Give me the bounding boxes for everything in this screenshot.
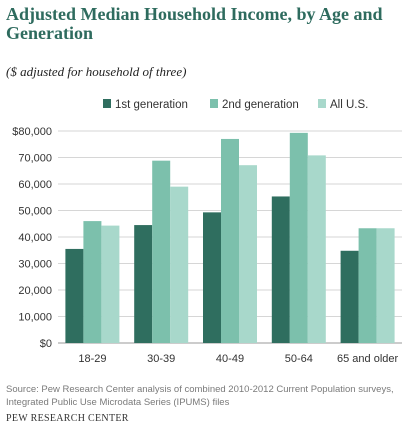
bar <box>221 138 239 343</box>
x-tick-label: 30-39 <box>147 353 175 365</box>
chart-title: Adjusted Median Household Income, by Age… <box>6 4 383 43</box>
legend-swatch <box>103 99 111 108</box>
legend-swatch <box>210 99 218 108</box>
y-tick-label: $80,000 <box>12 126 52 138</box>
bar <box>65 248 84 343</box>
x-tick-label: 40-49 <box>216 353 244 365</box>
x-tick-label: 18-29 <box>78 353 106 365</box>
bar <box>101 225 120 343</box>
bar <box>376 228 395 343</box>
y-tick-label: 20,000 <box>18 285 52 297</box>
bar <box>289 132 308 343</box>
bar <box>134 225 153 343</box>
x-tick-label: 65 and older <box>337 353 398 365</box>
source-note: Source: Pew Research Center analysis of … <box>6 384 394 408</box>
legend-label: 2nd generation <box>222 99 299 111</box>
bar <box>239 165 257 343</box>
bar <box>340 250 359 343</box>
chart-subtitle: ($ adjusted for household of three) <box>6 64 187 79</box>
legend-label: 1st generation <box>115 99 188 111</box>
bar <box>307 155 326 343</box>
bar <box>203 212 221 343</box>
bar <box>170 186 189 343</box>
bar <box>271 196 290 343</box>
bar-chart: $0 10,000 20,000 30,000 40,000 50,000 60,000 70… <box>12 99 402 365</box>
y-tick-label: 30,000 <box>18 259 52 271</box>
credit-line: PEW RESEARCH CENTER <box>6 413 129 424</box>
legend-swatch <box>318 99 326 108</box>
y-tick-label: 40,000 <box>18 232 52 244</box>
bar <box>152 160 171 343</box>
y-tick-label: 70,000 <box>18 153 52 165</box>
y-tick-label: 50,000 <box>18 206 52 218</box>
bar <box>83 221 102 343</box>
y-tick-label: $0 <box>40 338 52 350</box>
bar <box>358 228 377 343</box>
y-tick-label: 60,000 <box>18 179 52 191</box>
legend-label: All U.S. <box>330 99 368 111</box>
y-tick-label: 10,000 <box>18 312 52 324</box>
x-tick-label: 50-64 <box>285 353 313 365</box>
